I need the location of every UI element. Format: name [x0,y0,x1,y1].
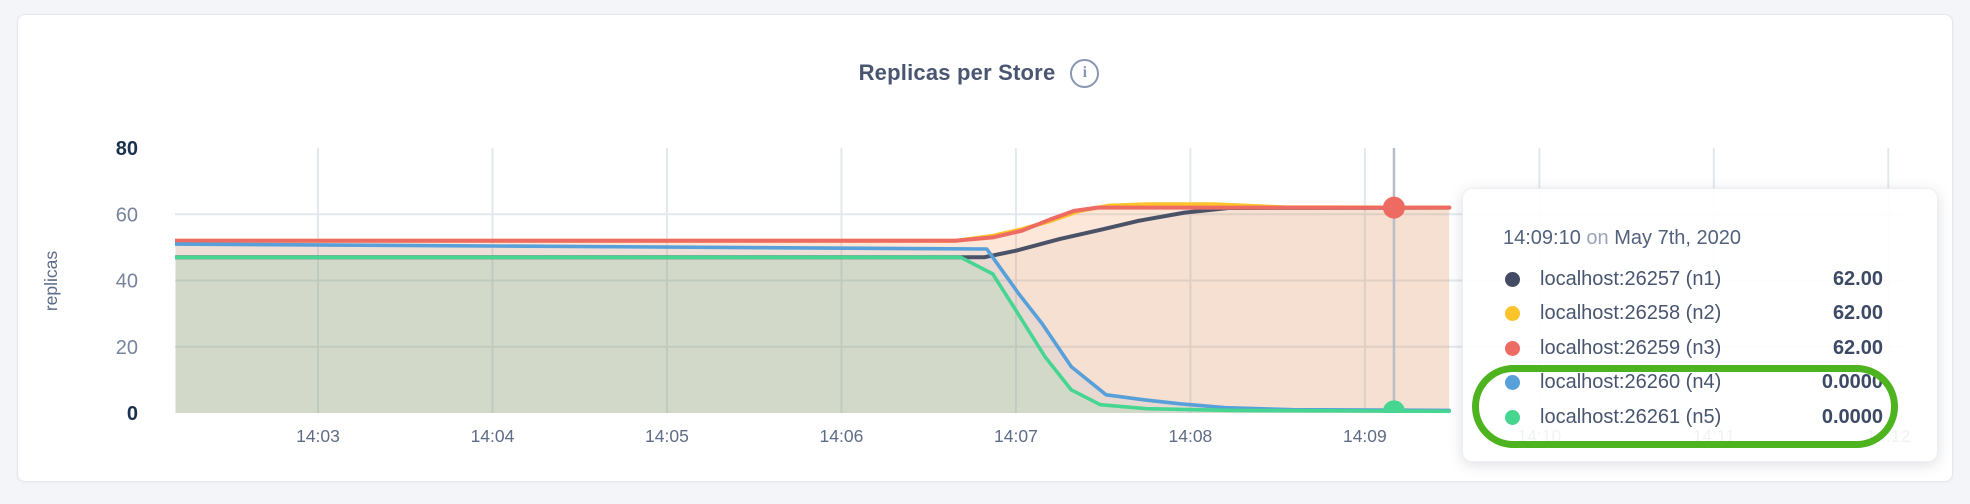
legend-dot-icon [1505,340,1520,356]
x-tick-label-14:08: 14:08 [1169,426,1213,446]
tooltip-row-label: localhost:26258 (n2) [1540,302,1722,325]
tooltip-row-label: localhost:26260 (n4) [1540,371,1722,394]
tooltip-row-value: 0.0000 [1821,371,1883,394]
y-tick-label-20: 20 [116,337,138,359]
legend-dot-icon [1505,409,1520,425]
x-tick-label-14:06: 14:06 [820,426,864,446]
tooltip-date: May 7th, 2020 [1614,227,1741,249]
info-icon[interactable]: i [1070,58,1100,88]
tooltip-row-label: localhost:26257 (n1) [1540,267,1722,290]
series-area-n5 [175,257,1450,413]
legend-dot-icon [1505,375,1520,391]
tooltip-timestamp: 14:09:10 on May 7th, 2020 [1503,223,1883,253]
tooltip-row: localhost:26261 (n5) 0.0000 [1503,400,1883,435]
x-tick-label-14:04: 14:04 [471,426,515,446]
series-line-n5 [175,255,1451,413]
tooltip-row: localhost:26260 (n4) 0.0000 [1503,366,1883,401]
tooltip-preposition: on [1586,227,1609,249]
x-tick-label-14:05: 14:05 [645,426,689,446]
legend-dot-icon [1505,306,1520,322]
y-tick-label-80: 80 [116,138,138,160]
x-tick-label-14:07: 14:07 [994,426,1038,446]
x-tick-label-14:09: 14:09 [1343,426,1387,446]
y-tick-label-40: 40 [116,271,138,293]
tooltip-row: localhost:26259 (n3) 62.00 [1503,331,1883,366]
series-line-n3 [175,205,1452,243]
tooltip-row: localhost:26258 (n2) 62.00 [1503,297,1883,332]
tooltip-row: localhost:26257 (n1) 62.00 [1503,262,1883,297]
series-line-n4 [175,242,1451,413]
tooltip-time: 14:09:10 [1503,227,1581,249]
tooltip-row-value: 62.00 [1832,336,1883,359]
tooltip-row-value: 62.00 [1832,302,1883,325]
y-tick-label-60: 60 [116,204,138,226]
tooltip-legend: localhost:26257 (n1) 62.00 localhost:26258… [1503,262,1883,435]
hover-dot-n3 [1382,196,1405,219]
series-area-n4 [175,244,1450,413]
y-axis-label: replicas [41,251,61,312]
chart-header: Replicas per Store i [12,55,1946,91]
chart-title: Replicas per Store [858,60,1056,85]
tooltip-row-label: localhost:26259 (n3) [1540,336,1722,359]
hover-tooltip: 14:09:10 on May 7th, 2020 localhost:2625… [1462,188,1938,462]
legend-dot-icon [1505,271,1520,287]
y-tick-label-0: 0 [127,403,138,425]
tooltip-row-value: 0.0000 [1821,405,1883,428]
tooltip-row-label: localhost:26261 (n5) [1540,405,1722,428]
hover-dot-n5 [1382,400,1405,413]
x-tick-label-14:03: 14:03 [296,426,340,446]
tooltip-row-value: 62.00 [1832,267,1883,290]
